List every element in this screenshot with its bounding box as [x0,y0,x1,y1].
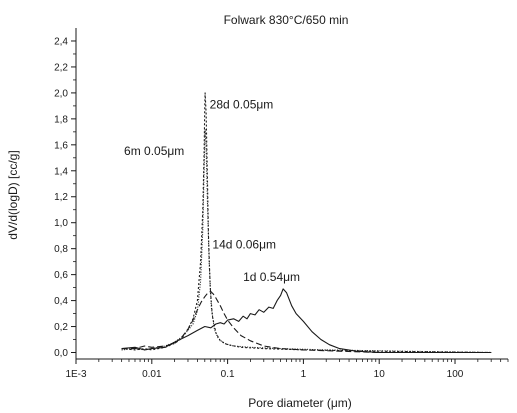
y-tick-label: 2,2 [54,62,68,73]
annotations: 28d 0.05μm 6m 0.05μm 14d 0.06μm 1d 0.54μm [124,97,300,284]
x-tick-label: 0.1 [221,369,235,380]
series-line-4 [121,128,492,354]
y-tick-label: 1,6 [54,140,68,151]
series-annotation: 28d 0.05μm [210,97,274,111]
x-tick-label: 0.01 [142,369,162,380]
x-axis-ticks: 1E-3 0.01 0.1 1 10 100 [65,359,509,380]
y-tick-label: 2,4 [54,36,68,47]
y-tick-label: 1,0 [54,218,68,229]
series-line-3 [121,92,492,354]
series-line-2 [121,290,492,354]
x-tick-label: 100 [447,369,464,380]
plot-area: 1E-3 0.01 0.1 1 10 100 0,0 0,2 0,4 0,6 0,8 1,0 1,2 1… [54,28,509,380]
x-tick-label: 1E-3 [65,369,87,380]
x-tick-label: 10 [374,369,386,380]
y-tick-label: 1,2 [54,192,68,203]
series-layer [121,92,492,354]
series-line-1 [121,288,492,354]
y-tick-label: 0,8 [54,244,68,255]
y-tick-label: 0,0 [54,348,68,359]
y-tick-label: 0,2 [54,322,68,333]
x-tick-label: 1 [301,369,307,380]
x-axis-title: Pore diameter (μm) [248,396,352,410]
y-tick-label: 0,4 [54,296,68,307]
chart-title: Folwark 830°C/650 min [224,13,349,27]
series-annotation: 1d 0.54μm [243,270,300,284]
y-axis-title: dV/d(logD) [cc/g] [6,150,20,239]
y-tick-label: 1,8 [54,114,68,125]
y-axis-ticks: 0,0 0,2 0,4 0,6 0,8 1,0 1,2 1,4 1,6 1,8 2,0 2,2 2,4 [54,36,76,359]
series-annotation: 6m 0.05μm [124,144,184,158]
series-annotation: 14d 0.06μm [212,238,276,252]
y-tick-label: 0,6 [54,270,68,281]
y-tick-label: 2,0 [54,88,68,99]
y-tick-label: 1,4 [54,166,68,177]
